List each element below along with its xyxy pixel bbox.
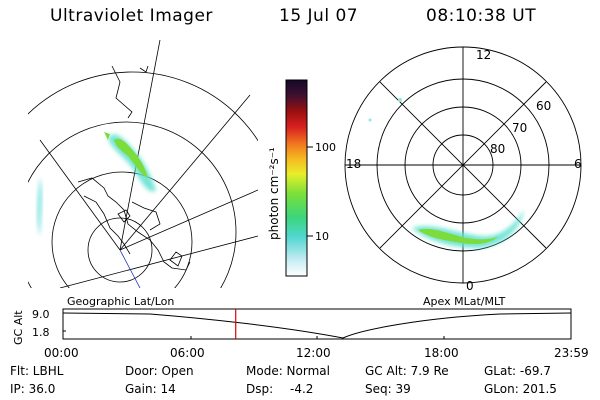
mlat-label-70: 70	[512, 121, 527, 135]
mlt-label-midnight: 0	[466, 279, 474, 293]
colorbar-tick-label: 100	[315, 141, 336, 154]
lat-circle	[28, 71, 258, 142]
altitude-ytick-label: 1.8	[32, 326, 50, 339]
lat-circle	[28, 121, 237, 288]
filter-status: Flt: LBHL	[10, 364, 64, 378]
altitude-xtick-label: 06:00	[170, 346, 205, 360]
altitude-xtick-label: 23:59	[554, 346, 589, 360]
colorbar-tick-label: 10	[315, 230, 329, 243]
seq-status: Seq: 39	[365, 382, 411, 396]
gain-status: Gain: 14	[125, 382, 176, 396]
mlat-label-80: 80	[490, 142, 505, 156]
colorbar-gradient	[285, 79, 308, 277]
mlt-label-dawn: 6	[574, 157, 582, 171]
coastline	[111, 65, 133, 119]
mode-status: Mode: Normal	[246, 364, 330, 378]
aurora-emission-polar	[368, 98, 524, 248]
coastline	[83, 195, 131, 255]
altitude-xtick-label: 18:00	[424, 346, 459, 360]
altitude-ylabel: GC Alt	[12, 310, 25, 345]
lon-line	[39, 139, 121, 251]
lon-line	[119, 249, 141, 288]
geographic-caption: Geographic Lat/Lon	[67, 295, 174, 308]
date-label: 15 Jul 07	[279, 6, 359, 26]
coastline	[77, 177, 191, 271]
aurora-emission-geo	[37, 132, 156, 236]
mlt-label-dusk: 18	[346, 157, 361, 171]
coastline	[169, 251, 183, 267]
altitude-ytick-label: 9.0	[32, 308, 50, 321]
coastline	[131, 201, 161, 231]
ip-status: IP: 36.0	[10, 382, 56, 396]
colorbar-unit-label: photon cm⁻²s⁻¹	[267, 147, 281, 240]
mlat-label-60: 60	[536, 99, 551, 113]
mlt-label-noon: 12	[476, 48, 491, 62]
gc-alt-status: GC Alt: 7.9 Re	[365, 364, 449, 378]
altitude-plot: GC Alt 9.0 1.8 00:00 06:00 12:00 18:00 2…	[12, 308, 589, 360]
dsp-value: -4.2	[290, 382, 314, 396]
time-label: 08:10:38 UT	[426, 6, 537, 26]
lon-line	[119, 94, 251, 251]
polar-diagonal	[379, 81, 547, 249]
apex-caption: Apex MLat/MLT	[423, 295, 506, 308]
altitude-curve	[62, 312, 572, 339]
altitude-xtick-label: 12:00	[296, 346, 331, 360]
glat-status: GLat: -69.7	[484, 364, 551, 378]
app-title: Ultraviolet Imager	[50, 6, 213, 26]
lon-line	[119, 189, 258, 251]
glon-status: GLon: 201.5	[484, 382, 557, 396]
polar-plot	[344, 46, 582, 284]
dsp-label: Dsp:	[246, 382, 274, 396]
lat-circle	[51, 171, 193, 288]
colorbar: 100 10 photon cm⁻²s⁻¹	[267, 79, 336, 277]
lat-circle	[87, 217, 153, 283]
coastline	[117, 209, 131, 223]
lon-line	[119, 40, 161, 251]
geographic-map	[28, 40, 258, 288]
altitude-xtick-label: 00:00	[44, 346, 79, 360]
door-status: Door: Open	[125, 364, 194, 378]
lon-line	[59, 235, 258, 288]
coastline	[139, 65, 149, 73]
polar-labels: 12 18 6 0 60 70 80	[346, 48, 582, 293]
